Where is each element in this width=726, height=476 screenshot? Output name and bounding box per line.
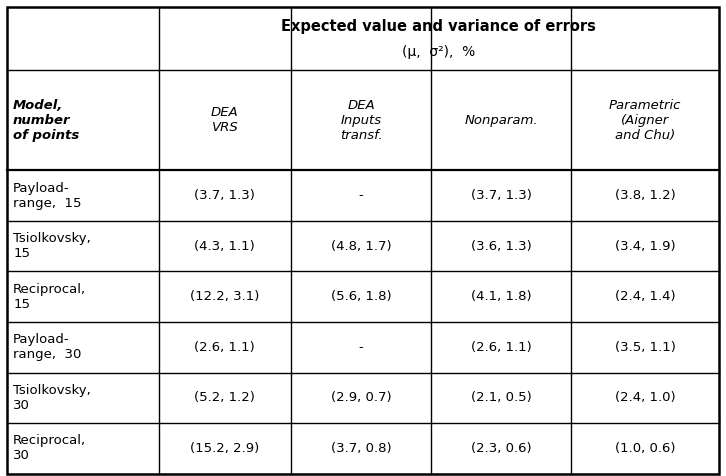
Text: Model,
number
of points: Model, number of points (13, 99, 79, 142)
Text: Parametric
(Aigner
and Chu): Parametric (Aigner and Chu) (609, 99, 681, 142)
Text: -: - (359, 341, 364, 354)
Bar (431, 271, 571, 322)
Bar (571, 7, 719, 70)
Text: (4.3, 1.1): (4.3, 1.1) (195, 240, 256, 253)
Bar (431, 170, 571, 221)
Bar (291, 373, 431, 423)
Text: Expected value and variance of errors: Expected value and variance of errors (281, 19, 596, 33)
Text: (15.2, 2.9): (15.2, 2.9) (190, 442, 259, 455)
Text: Reciprocal,
30: Reciprocal, 30 (13, 435, 86, 462)
Bar (159, 170, 291, 221)
Bar (7, 70, 159, 170)
Text: Tsiolkovsky,
30: Tsiolkovsky, 30 (13, 384, 91, 412)
Bar (159, 423, 291, 474)
Bar (291, 7, 431, 70)
Bar (159, 271, 291, 322)
Text: (3.8, 1.2): (3.8, 1.2) (615, 189, 675, 202)
Text: (4.1, 1.8): (4.1, 1.8) (471, 290, 531, 303)
Bar (571, 322, 719, 373)
Bar (291, 423, 431, 474)
Bar (431, 322, 571, 373)
Bar (159, 322, 291, 373)
Bar (431, 70, 571, 170)
Bar (571, 271, 719, 322)
Bar (291, 170, 431, 221)
Bar (291, 70, 431, 170)
Text: (μ,  σ²),  %: (μ, σ²), % (402, 46, 476, 60)
Bar (431, 423, 571, 474)
Text: DEA
VRS: DEA VRS (211, 106, 239, 134)
Text: (2.4, 1.0): (2.4, 1.0) (615, 391, 675, 404)
Bar (431, 373, 571, 423)
Text: (3.6, 1.3): (3.6, 1.3) (470, 240, 531, 253)
Text: (3.7, 1.3): (3.7, 1.3) (470, 189, 531, 202)
Bar (571, 423, 719, 474)
Text: (3.7, 1.3): (3.7, 1.3) (195, 189, 256, 202)
Text: Nonparam.: Nonparam. (465, 114, 538, 127)
Text: Reciprocal,
15: Reciprocal, 15 (13, 283, 86, 311)
Bar (291, 271, 431, 322)
Bar (7, 423, 159, 474)
Bar (571, 170, 719, 221)
Bar (7, 170, 159, 221)
Bar (7, 373, 159, 423)
Text: (3.4, 1.9): (3.4, 1.9) (615, 240, 675, 253)
Bar (291, 221, 431, 271)
Text: (2.1, 0.5): (2.1, 0.5) (470, 391, 531, 404)
Bar (7, 7, 159, 70)
Bar (159, 221, 291, 271)
Text: (2.6, 1.1): (2.6, 1.1) (195, 341, 256, 354)
Bar (159, 70, 291, 170)
Bar (571, 70, 719, 170)
Text: (12.2, 3.1): (12.2, 3.1) (190, 290, 260, 303)
Text: (3.5, 1.1): (3.5, 1.1) (614, 341, 675, 354)
Text: (2.9, 0.7): (2.9, 0.7) (331, 391, 391, 404)
Text: (5.6, 1.8): (5.6, 1.8) (331, 290, 391, 303)
Text: Payload-
range,  30: Payload- range, 30 (13, 333, 81, 361)
Text: Tsiolkovsky,
15: Tsiolkovsky, 15 (13, 232, 91, 260)
Bar (571, 373, 719, 423)
Text: (1.0, 0.6): (1.0, 0.6) (615, 442, 675, 455)
Bar (7, 322, 159, 373)
Text: (2.4, 1.4): (2.4, 1.4) (615, 290, 675, 303)
Bar (159, 7, 291, 70)
Text: Payload-
range,  15: Payload- range, 15 (13, 182, 81, 209)
Text: DEA
Inputs
transf.: DEA Inputs transf. (340, 99, 383, 142)
Text: -: - (359, 189, 364, 202)
Bar (291, 322, 431, 373)
Text: (3.7, 0.8): (3.7, 0.8) (331, 442, 391, 455)
Text: (2.6, 1.1): (2.6, 1.1) (470, 341, 531, 354)
Text: (4.8, 1.7): (4.8, 1.7) (331, 240, 391, 253)
Bar (7, 271, 159, 322)
Text: (2.3, 0.6): (2.3, 0.6) (471, 442, 531, 455)
Bar (431, 7, 571, 70)
Bar (431, 221, 571, 271)
Bar (571, 221, 719, 271)
Bar (7, 221, 159, 271)
Text: (5.2, 1.2): (5.2, 1.2) (195, 391, 256, 404)
Bar (159, 373, 291, 423)
